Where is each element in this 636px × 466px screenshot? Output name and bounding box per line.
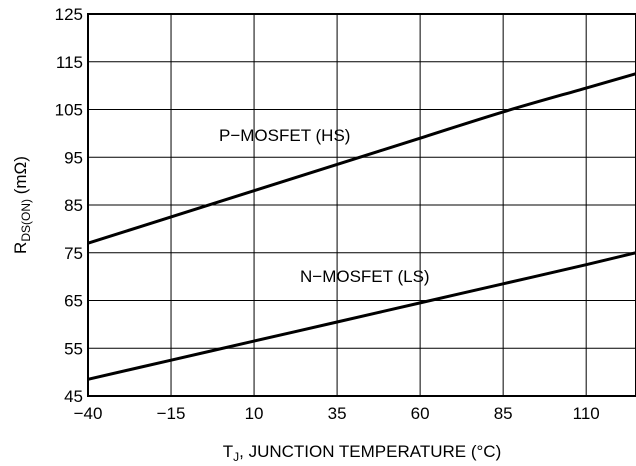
y-axis-title-rest: (mΩ) xyxy=(11,156,30,199)
tick-labels: 45 55 65 75 85 95 105 115 125 −40 −15 10 35 60 85 110 xyxy=(55,5,600,423)
x-axis-title: TJ, JUNCTION TEMPERATURE (°C) xyxy=(223,442,502,464)
x-axis-title-rest: , JUNCTION TEMPERATURE (°C) xyxy=(239,442,501,461)
series-lines xyxy=(87,72,636,381)
plot-frame xyxy=(87,13,636,397)
y-axis-title-main: R xyxy=(11,242,30,254)
series-label-p-mosfet: P−MOSFET (HS) xyxy=(219,126,350,145)
series-label-n-mosfet: N−MOSFET (LS) xyxy=(300,267,430,286)
y-tick-label: 65 xyxy=(64,292,83,311)
y-tick-label: 115 xyxy=(56,53,83,72)
y-axis-title-subscript: DS(ON) xyxy=(19,199,33,242)
x-tick-label: 60 xyxy=(411,404,430,423)
y-tick-label: 95 xyxy=(64,148,83,167)
y-tick-label: 85 xyxy=(64,196,83,215)
series-line-p-mosfet xyxy=(87,72,636,245)
y-axis-title: RDS(ON) (mΩ) xyxy=(11,156,33,254)
x-tick-label: 85 xyxy=(494,404,513,423)
x-axis-title-subscript: J xyxy=(233,450,239,464)
x-tick-label: 110 xyxy=(573,404,600,423)
y-tick-label: 55 xyxy=(64,339,83,358)
grid xyxy=(87,13,636,397)
x-tick-label: 10 xyxy=(245,404,264,423)
x-tick-label: −15 xyxy=(157,404,186,423)
y-tick-label: 75 xyxy=(64,244,83,263)
y-tick-label: 125 xyxy=(55,5,83,24)
y-tick-label: 105 xyxy=(55,101,83,120)
x-tick-label: 35 xyxy=(328,404,347,423)
x-tick-label: −40 xyxy=(74,404,103,423)
x-axis-title-main: T xyxy=(223,442,233,461)
y-tick-label: 45 xyxy=(64,387,83,406)
series-line-n-mosfet xyxy=(87,251,636,381)
